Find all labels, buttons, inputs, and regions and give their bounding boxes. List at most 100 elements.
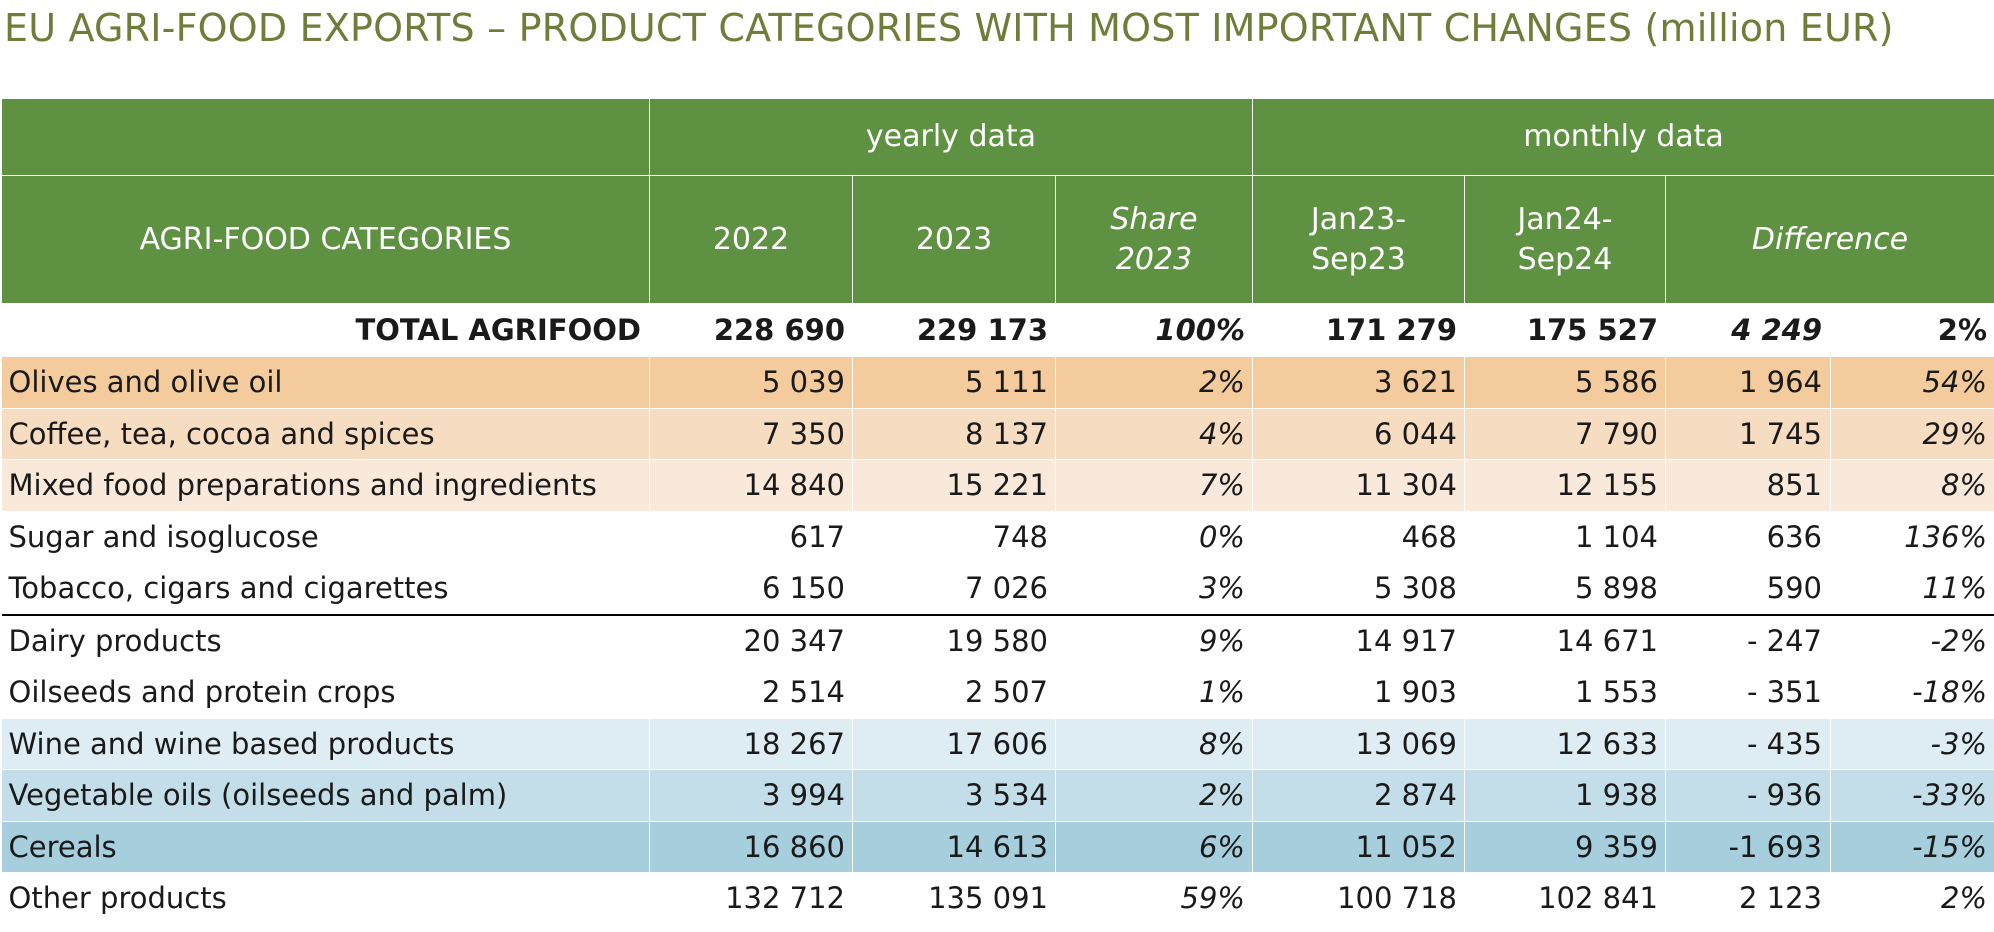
cell-share: 6% bbox=[1055, 821, 1253, 873]
header-column-row: AGRI-FOOD CATEGORIES 2022 2023 Share 202… bbox=[1, 175, 1994, 304]
cell-2022: 18 267 bbox=[649, 718, 853, 770]
cell-difference-abs: - 936 bbox=[1665, 769, 1831, 822]
cell-share: 9% bbox=[1055, 614, 1253, 667]
cell-jan23-sep23: 6 044 bbox=[1252, 408, 1465, 460]
cell-jan23-sep23: 100 718 bbox=[1252, 872, 1465, 925]
row-label: Oilseeds and protein crops bbox=[1, 666, 650, 719]
table-row: Tobacco, cigars and cigarettes 6 150 7 0… bbox=[1, 562, 1994, 616]
cell-2023: 14 613 bbox=[852, 821, 1056, 873]
cell-jan24-sep24: 9 359 bbox=[1464, 821, 1666, 873]
cell-2022: 132 712 bbox=[649, 872, 853, 925]
header-group-row: yearly data monthly data bbox=[1, 98, 1994, 176]
cell-jan23-sep23: 2 874 bbox=[1252, 769, 1465, 822]
cell-share: 2% bbox=[1055, 769, 1253, 822]
row-label: Other products bbox=[1, 872, 650, 925]
table-row: Olives and olive oil 5 039 5 111 2% 3 62… bbox=[1, 356, 1994, 409]
cell-difference-abs: - 247 bbox=[1665, 614, 1831, 667]
cell-2022: 617 bbox=[649, 511, 853, 563]
cell-difference-abs: -1 693 bbox=[1665, 821, 1831, 873]
cell-2023: 17 606 bbox=[852, 718, 1056, 770]
cell-jan23-sep23: 3 621 bbox=[1252, 356, 1465, 409]
header-share-line1: Share bbox=[1110, 201, 1198, 237]
total-difference-pct: 2% bbox=[1830, 303, 1994, 357]
cell-jan24-sep24: 12 155 bbox=[1464, 459, 1666, 512]
cell-jan24-sep24: 14 671 bbox=[1464, 614, 1666, 667]
row-label: Olives and olive oil bbox=[1, 356, 650, 409]
table-row: Other products 132 712 135 091 59% 100 7… bbox=[1, 872, 1994, 925]
total-difference-abs: 4 249 bbox=[1665, 303, 1831, 357]
table-row: Wine and wine based products 18 267 17 6… bbox=[1, 718, 1994, 770]
cell-share: 0% bbox=[1055, 511, 1253, 563]
header-blank-cell bbox=[1, 98, 650, 176]
table-row: Coffee, tea, cocoa and spices 7 350 8 13… bbox=[1, 408, 1994, 460]
cell-jan24-sep24: 102 841 bbox=[1464, 872, 1666, 925]
row-label: Coffee, tea, cocoa and spices bbox=[1, 408, 650, 460]
row-label: Tobacco, cigars and cigarettes bbox=[1, 562, 650, 616]
header-m2-line1: Jan24- bbox=[1517, 201, 1613, 237]
cell-2022: 14 840 bbox=[649, 459, 853, 512]
cell-share: 59% bbox=[1055, 872, 1253, 925]
page-title: EU AGRI-FOOD EXPORTS – PRODUCT CATEGORIE… bbox=[4, 6, 1894, 50]
cell-2023: 748 bbox=[852, 511, 1056, 563]
total-jan23-sep23: 171 279 bbox=[1252, 303, 1465, 357]
cell-2023: 8 137 bbox=[852, 408, 1056, 460]
cell-jan23-sep23: 11 304 bbox=[1252, 459, 1465, 512]
cell-jan24-sep24: 7 790 bbox=[1464, 408, 1666, 460]
table-row: Cereals 16 860 14 613 6% 11 052 9 359 -1… bbox=[1, 821, 1994, 873]
row-label: Mixed food preparations and ingredients bbox=[1, 459, 650, 512]
cell-difference-pct: 29% bbox=[1830, 408, 1994, 460]
cell-jan23-sep23: 1 903 bbox=[1252, 666, 1465, 719]
cell-difference-pct: -33% bbox=[1830, 769, 1994, 822]
cell-difference-pct: 8% bbox=[1830, 459, 1994, 512]
total-label: TOTAL AGRIFOOD bbox=[1, 303, 650, 357]
row-label: Cereals bbox=[1, 821, 650, 873]
total-jan24-sep24: 175 527 bbox=[1464, 303, 1666, 357]
cell-2023: 3 534 bbox=[852, 769, 1056, 822]
table-row: Dairy products 20 347 19 580 9% 14 917 1… bbox=[1, 614, 1994, 667]
table-row: Vegetable oils (oilseeds and palm) 3 994… bbox=[1, 769, 1994, 822]
cell-2022: 7 350 bbox=[649, 408, 853, 460]
cell-difference-abs: 851 bbox=[1665, 459, 1831, 512]
cell-2023: 2 507 bbox=[852, 666, 1056, 719]
header-jan23-sep23: Jan23- Sep23 bbox=[1252, 175, 1465, 304]
cell-jan24-sep24: 1 104 bbox=[1464, 511, 1666, 563]
cell-jan23-sep23: 11 052 bbox=[1252, 821, 1465, 873]
total-2022: 228 690 bbox=[649, 303, 853, 357]
header-m1-line1: Jan23- bbox=[1310, 201, 1407, 237]
total-2023: 229 173 bbox=[852, 303, 1056, 357]
cell-difference-pct: 136% bbox=[1830, 511, 1994, 563]
table-row: Oilseeds and protein crops 2 514 2 507 1… bbox=[1, 666, 1994, 719]
cell-2023: 19 580 bbox=[852, 614, 1056, 667]
cell-difference-abs: - 351 bbox=[1665, 666, 1831, 719]
cell-difference-abs: 636 bbox=[1665, 511, 1831, 563]
cell-share: 8% bbox=[1055, 718, 1253, 770]
total-row: TOTAL AGRIFOOD 228 690 229 173 100% 171 … bbox=[1, 303, 1994, 357]
header-share-line2: 2023 bbox=[1115, 241, 1193, 277]
header-difference: Difference bbox=[1664, 175, 1994, 304]
cell-difference-pct: 54% bbox=[1830, 356, 1994, 409]
cell-2022: 20 347 bbox=[649, 614, 853, 667]
cell-difference-abs: 2 123 bbox=[1665, 872, 1831, 925]
cell-2023: 15 221 bbox=[852, 459, 1056, 512]
exports-table: yearly data monthly data AGRI-FOOD CATEG… bbox=[1, 98, 1994, 925]
cell-difference-pct: -3% bbox=[1830, 718, 1994, 770]
cell-difference-abs: 1 745 bbox=[1665, 408, 1831, 460]
header-jan24-sep24: Jan24- Sep24 bbox=[1464, 175, 1666, 304]
cell-difference-pct: 11% bbox=[1830, 562, 1994, 616]
cell-jan23-sep23: 5 308 bbox=[1252, 562, 1465, 616]
cell-jan24-sep24: 1 938 bbox=[1464, 769, 1666, 822]
cell-difference-abs: 590 bbox=[1665, 562, 1831, 616]
header-share-2023: Share 2023 bbox=[1055, 175, 1253, 304]
cell-share: 7% bbox=[1055, 459, 1253, 512]
cell-share: 4% bbox=[1055, 408, 1253, 460]
header-2023: 2023 bbox=[852, 175, 1056, 304]
cell-share: 1% bbox=[1055, 666, 1253, 719]
cell-difference-pct: -2% bbox=[1830, 614, 1994, 667]
cell-jan23-sep23: 468 bbox=[1252, 511, 1465, 563]
cell-jan24-sep24: 12 633 bbox=[1464, 718, 1666, 770]
cell-2022: 6 150 bbox=[649, 562, 853, 616]
cell-difference-pct: -15% bbox=[1830, 821, 1994, 873]
cell-2022: 5 039 bbox=[649, 356, 853, 409]
cell-difference-pct: -18% bbox=[1830, 666, 1994, 719]
row-label: Wine and wine based products bbox=[1, 718, 650, 770]
